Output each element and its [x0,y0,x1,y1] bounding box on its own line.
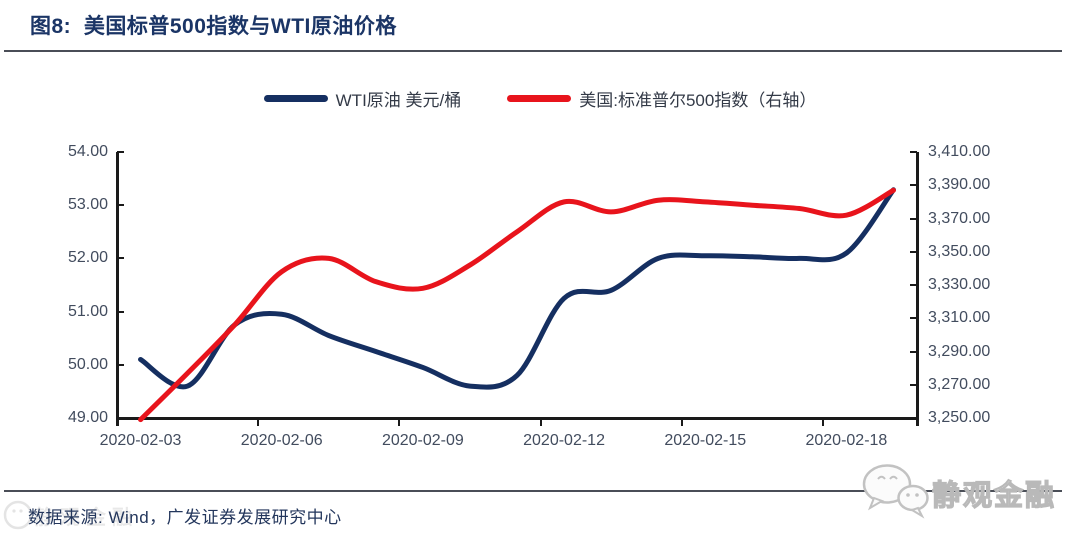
wechat-icon [862,464,929,519]
y-left-tickmark [117,363,124,366]
y-right-tickmark [910,217,917,220]
legend-item-wti: WTI原油 美元/桶 [263,86,462,111]
wti-line [138,187,896,390]
y-right-tickmark [910,383,917,386]
wti-line-swatch [263,95,328,102]
y-left-tickmark [117,310,124,313]
spx-line-swatch [507,95,572,102]
spx-line [138,187,896,423]
legend-label-spx: 美国:标准普尔500指数（右轴） [579,91,817,110]
y-right-tick-label: 3,410.00 [928,143,991,160]
y-right-tickmark [910,284,917,286]
y-left-tickmark [117,151,124,153]
y-right-tickmark [910,151,917,153]
plot-area: 54.00 53.00 52.00 51.00 50.00 49.00 3,410.00 3… [0,140,1080,470]
watermark-ghost-text: 静观金融 [34,507,138,529]
y-axis-left-line [116,152,119,426]
y-right-tick-label: 3,290.00 [928,342,991,360]
x-tickmark [398,418,401,426]
y-right-tick-label: 3,250.00 [928,409,991,426]
brand-watermark-text: 静观金融 [931,479,1057,512]
x-tick-label: 2020-02-03 [99,432,182,449]
x-axis-line [116,417,918,420]
x-tick-label: 2020-02-12 [523,432,605,449]
x-tick-label: 2020-02-15 [664,432,747,449]
x-tick-label: 2020-02-06 [240,432,323,449]
chart-title: 图8: 美国标普500指数与WTI原油价格 [30,15,397,38]
footer-divider [4,490,1062,492]
y-right-tick-label: 3,390.00 [928,176,991,194]
y-right-tickmark [910,317,917,320]
x-tickmark [257,418,260,426]
y-right-tick-label: 3,310.00 [928,309,991,327]
y-right-tick-label: 3,370.00 [928,209,991,227]
y-axis-right-line [916,152,919,426]
brand-watermark: 静观金融 [860,462,1070,520]
y-left-tickmark [117,204,124,207]
x-tickmark [821,418,824,426]
y-right-tick-label: 3,350.00 [928,242,991,260]
legend: WTI原油 美元/桶 美国:标准普尔500指数（右轴） [0,86,1080,111]
y-right-tickmark [910,184,917,187]
y-right-tickmark [910,250,917,253]
x-tickmark [539,418,542,426]
y-left-tick-label: 52.00 [67,249,108,267]
y-left-tick-label: 50.00 [67,355,108,373]
y-left-tick-label: 54.00 [67,143,108,160]
y-left-tick-label: 49.00 [67,409,108,426]
watermark-ghost-icon [3,500,33,530]
y-right-tickmark [910,350,917,353]
y-right-tick-label: 3,330.00 [928,276,991,293]
y-left-tick-label: 51.00 [67,302,108,320]
x-tick-label: 2020-02-09 [381,432,464,449]
legend-item-spx: 美国:标准普尔500指数（右轴） [507,86,816,111]
y-left-tick-label: 53.00 [67,196,108,214]
legend-label-wti: WTI原油 美元/桶 [335,91,462,110]
y-left-tickmark [117,257,124,260]
plot-svg [138,187,896,423]
x-tick-label: 2020-02-18 [805,432,888,449]
source-text: 数据来源: Wind，广发证券发展研究中心 [28,508,342,527]
y-right-tick-label: 3,270.00 [928,375,991,393]
x-tickmark [680,418,683,426]
title-divider [4,50,1062,52]
